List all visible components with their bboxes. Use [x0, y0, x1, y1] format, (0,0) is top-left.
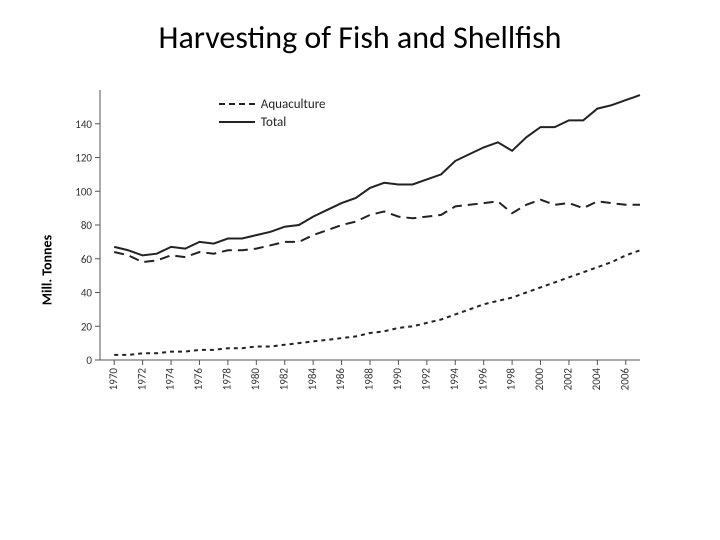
svg-text:1990: 1990 [391, 368, 404, 391]
line-chart: Mill. Tonnes 020406080100120140197019721… [60, 80, 660, 460]
svg-text:1974: 1974 [164, 368, 177, 391]
legend-label: Total [261, 115, 286, 130]
series-aquaculture [114, 250, 640, 355]
chart-legend: Aquaculture Total [219, 95, 326, 131]
svg-text:100: 100 [75, 185, 92, 198]
svg-text:2006: 2006 [618, 368, 631, 391]
svg-text:140: 140 [75, 118, 92, 131]
svg-text:1978: 1978 [221, 368, 234, 391]
svg-text:2000: 2000 [533, 368, 546, 391]
svg-text:2004: 2004 [590, 368, 603, 391]
svg-text:1986: 1986 [334, 368, 347, 391]
svg-text:0: 0 [86, 354, 92, 367]
legend-swatch [219, 103, 255, 105]
svg-text:1982: 1982 [277, 368, 290, 391]
svg-text:1972: 1972 [135, 368, 148, 391]
svg-text:1980: 1980 [249, 368, 262, 391]
svg-text:1992: 1992 [419, 368, 432, 391]
svg-text:120: 120 [75, 152, 92, 165]
page-title: Harvesting of Fish and Shellfish [0, 18, 720, 57]
svg-text:1976: 1976 [192, 368, 205, 391]
series-total [114, 95, 640, 255]
svg-text:40: 40 [81, 287, 93, 300]
legend-swatch [219, 121, 255, 123]
svg-text:20: 20 [81, 320, 93, 333]
svg-text:80: 80 [81, 219, 93, 232]
series-capture [114, 200, 640, 262]
svg-text:1998: 1998 [505, 368, 518, 391]
svg-text:1970: 1970 [107, 368, 120, 391]
chart-svg: 0 20 40 60 80 100 120 140 1970 1972 1974 1976 1978 19… [60, 80, 660, 440]
svg-text:1996: 1996 [476, 368, 489, 391]
legend-item-aquaculture: Aquaculture [219, 95, 326, 113]
legend-label: Aquaculture [261, 97, 326, 112]
svg-text:1984: 1984 [306, 368, 319, 391]
legend-item-total: Total [219, 113, 326, 131]
svg-text:1988: 1988 [363, 368, 376, 391]
svg-text:2002: 2002 [562, 368, 575, 391]
svg-text:1994: 1994 [448, 368, 461, 391]
svg-text:60: 60 [81, 253, 93, 266]
y-axis-label: Mill. Tonnes [39, 235, 56, 305]
